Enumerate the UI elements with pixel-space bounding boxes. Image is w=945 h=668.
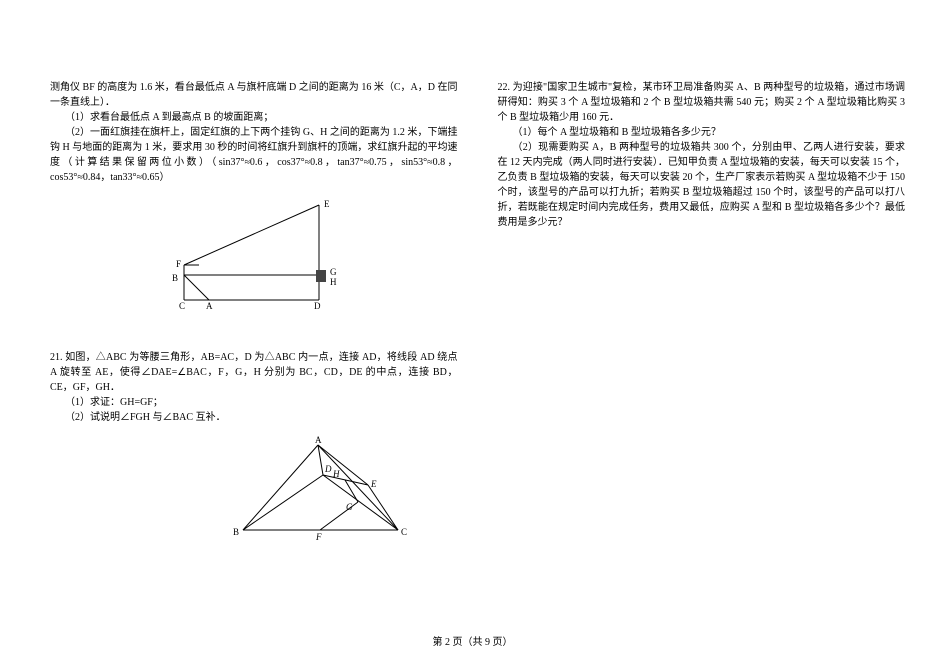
- problem-22-text: 22. 为迎接"国家卫生城市"复检，某市环卫局准备购买 A、B 两种型号的垃圾箱…: [498, 80, 906, 125]
- problem-22-number: 22.: [498, 82, 513, 93]
- label-D: D: [314, 301, 321, 310]
- problem-22: 22. 为迎接"国家卫生城市"复检，某市环卫局准备购买 A、B 两种型号的垃圾箱…: [498, 80, 906, 230]
- label-E: E: [324, 199, 330, 209]
- label-D: D: [324, 464, 332, 474]
- label-G: G: [346, 502, 353, 512]
- label-H: H: [330, 277, 337, 287]
- line-GH: [345, 480, 358, 502]
- problem-21-figure-container: A B C D E F G H: [50, 435, 458, 545]
- line-FE: [184, 205, 319, 265]
- problem-21-line1: 如图，△ABC 为等腰三角形，AB=AC，D 为△ABC 内一点，连接 AD，将…: [50, 352, 458, 393]
- problem-21-line2: （1）求证：GH=GF；: [50, 395, 458, 410]
- problem-20-line1: 测角仪 BF 的高度为 1.6 米，看台最低点 A 与旗杆底端 D 之间的距离为…: [50, 80, 458, 110]
- problem-21-line3: （2）试说明∠FGH 与∠BAC 互补．: [50, 410, 458, 425]
- right-column: 22. 为迎接"国家卫生城市"复检，某市环卫局准备购买 A、B 两种型号的垃圾箱…: [498, 80, 906, 585]
- problem-21-figure: A B C D E F G H: [228, 435, 418, 545]
- page-container: 测角仪 BF 的高度为 1.6 米，看台最低点 A 与旗杆底端 D 之间的距离为…: [0, 0, 945, 615]
- problem-20-line3: （2）一面红旗挂在旗杆上，固定红旗的上下两个挂钩 G、H 之间的距离为 1.2 …: [50, 125, 458, 185]
- label-A: A: [206, 301, 213, 310]
- problem-20-figure-container: E F B C A D G H: [50, 195, 458, 310]
- problem-21-text: 21. 如图，△ABC 为等腰三角形，AB=AC，D 为△ABC 内一点，连接 …: [50, 350, 458, 395]
- line-AC: [318, 445, 398, 530]
- label-E: E: [370, 479, 377, 489]
- problem-20-figure: E F B C A D G H: [154, 195, 354, 310]
- problem-21-number: 21.: [50, 352, 65, 363]
- label-B: B: [172, 273, 178, 283]
- label-B: B: [233, 527, 239, 537]
- label-A: A: [315, 435, 322, 445]
- line-AB: [243, 445, 318, 530]
- problem-20-line2: （1）求看台最低点 A 到最高点 B 的坡面距离；: [50, 110, 458, 125]
- line-BA: [184, 275, 209, 300]
- problem-20: 测角仪 BF 的高度为 1.6 米，看台最低点 A 与旗杆底端 D 之间的距离为…: [50, 80, 458, 310]
- label-C: C: [401, 527, 407, 537]
- problem-22-line2: （1）每个 A 型垃圾箱和 B 型垃圾箱各多少元？: [498, 125, 906, 140]
- line-BD: [243, 475, 323, 530]
- problem-21: 21. 如图，△ABC 为等腰三角形，AB=AC，D 为△ABC 内一点，连接 …: [50, 350, 458, 545]
- label-F: F: [315, 532, 322, 542]
- left-column: 测角仪 BF 的高度为 1.6 米，看台最低点 A 与旗杆底端 D 之间的距离为…: [50, 80, 458, 585]
- label-G: G: [330, 267, 337, 277]
- page-footer: 第 2 页（共 9 页）: [0, 633, 945, 648]
- line-CE: [368, 485, 398, 530]
- problem-22-line1: 为迎接"国家卫生城市"复检，某市环卫局准备购买 A、B 两种型号的垃圾箱，通过市…: [498, 82, 906, 123]
- flag-rect: [316, 270, 326, 282]
- label-C: C: [179, 301, 185, 310]
- label-H: H: [332, 469, 340, 479]
- label-F: F: [176, 259, 181, 269]
- problem-22-line3: （2）现需要购买 A，B 两种型号的垃圾箱共 300 个，分别由甲、乙两人进行安…: [498, 140, 906, 230]
